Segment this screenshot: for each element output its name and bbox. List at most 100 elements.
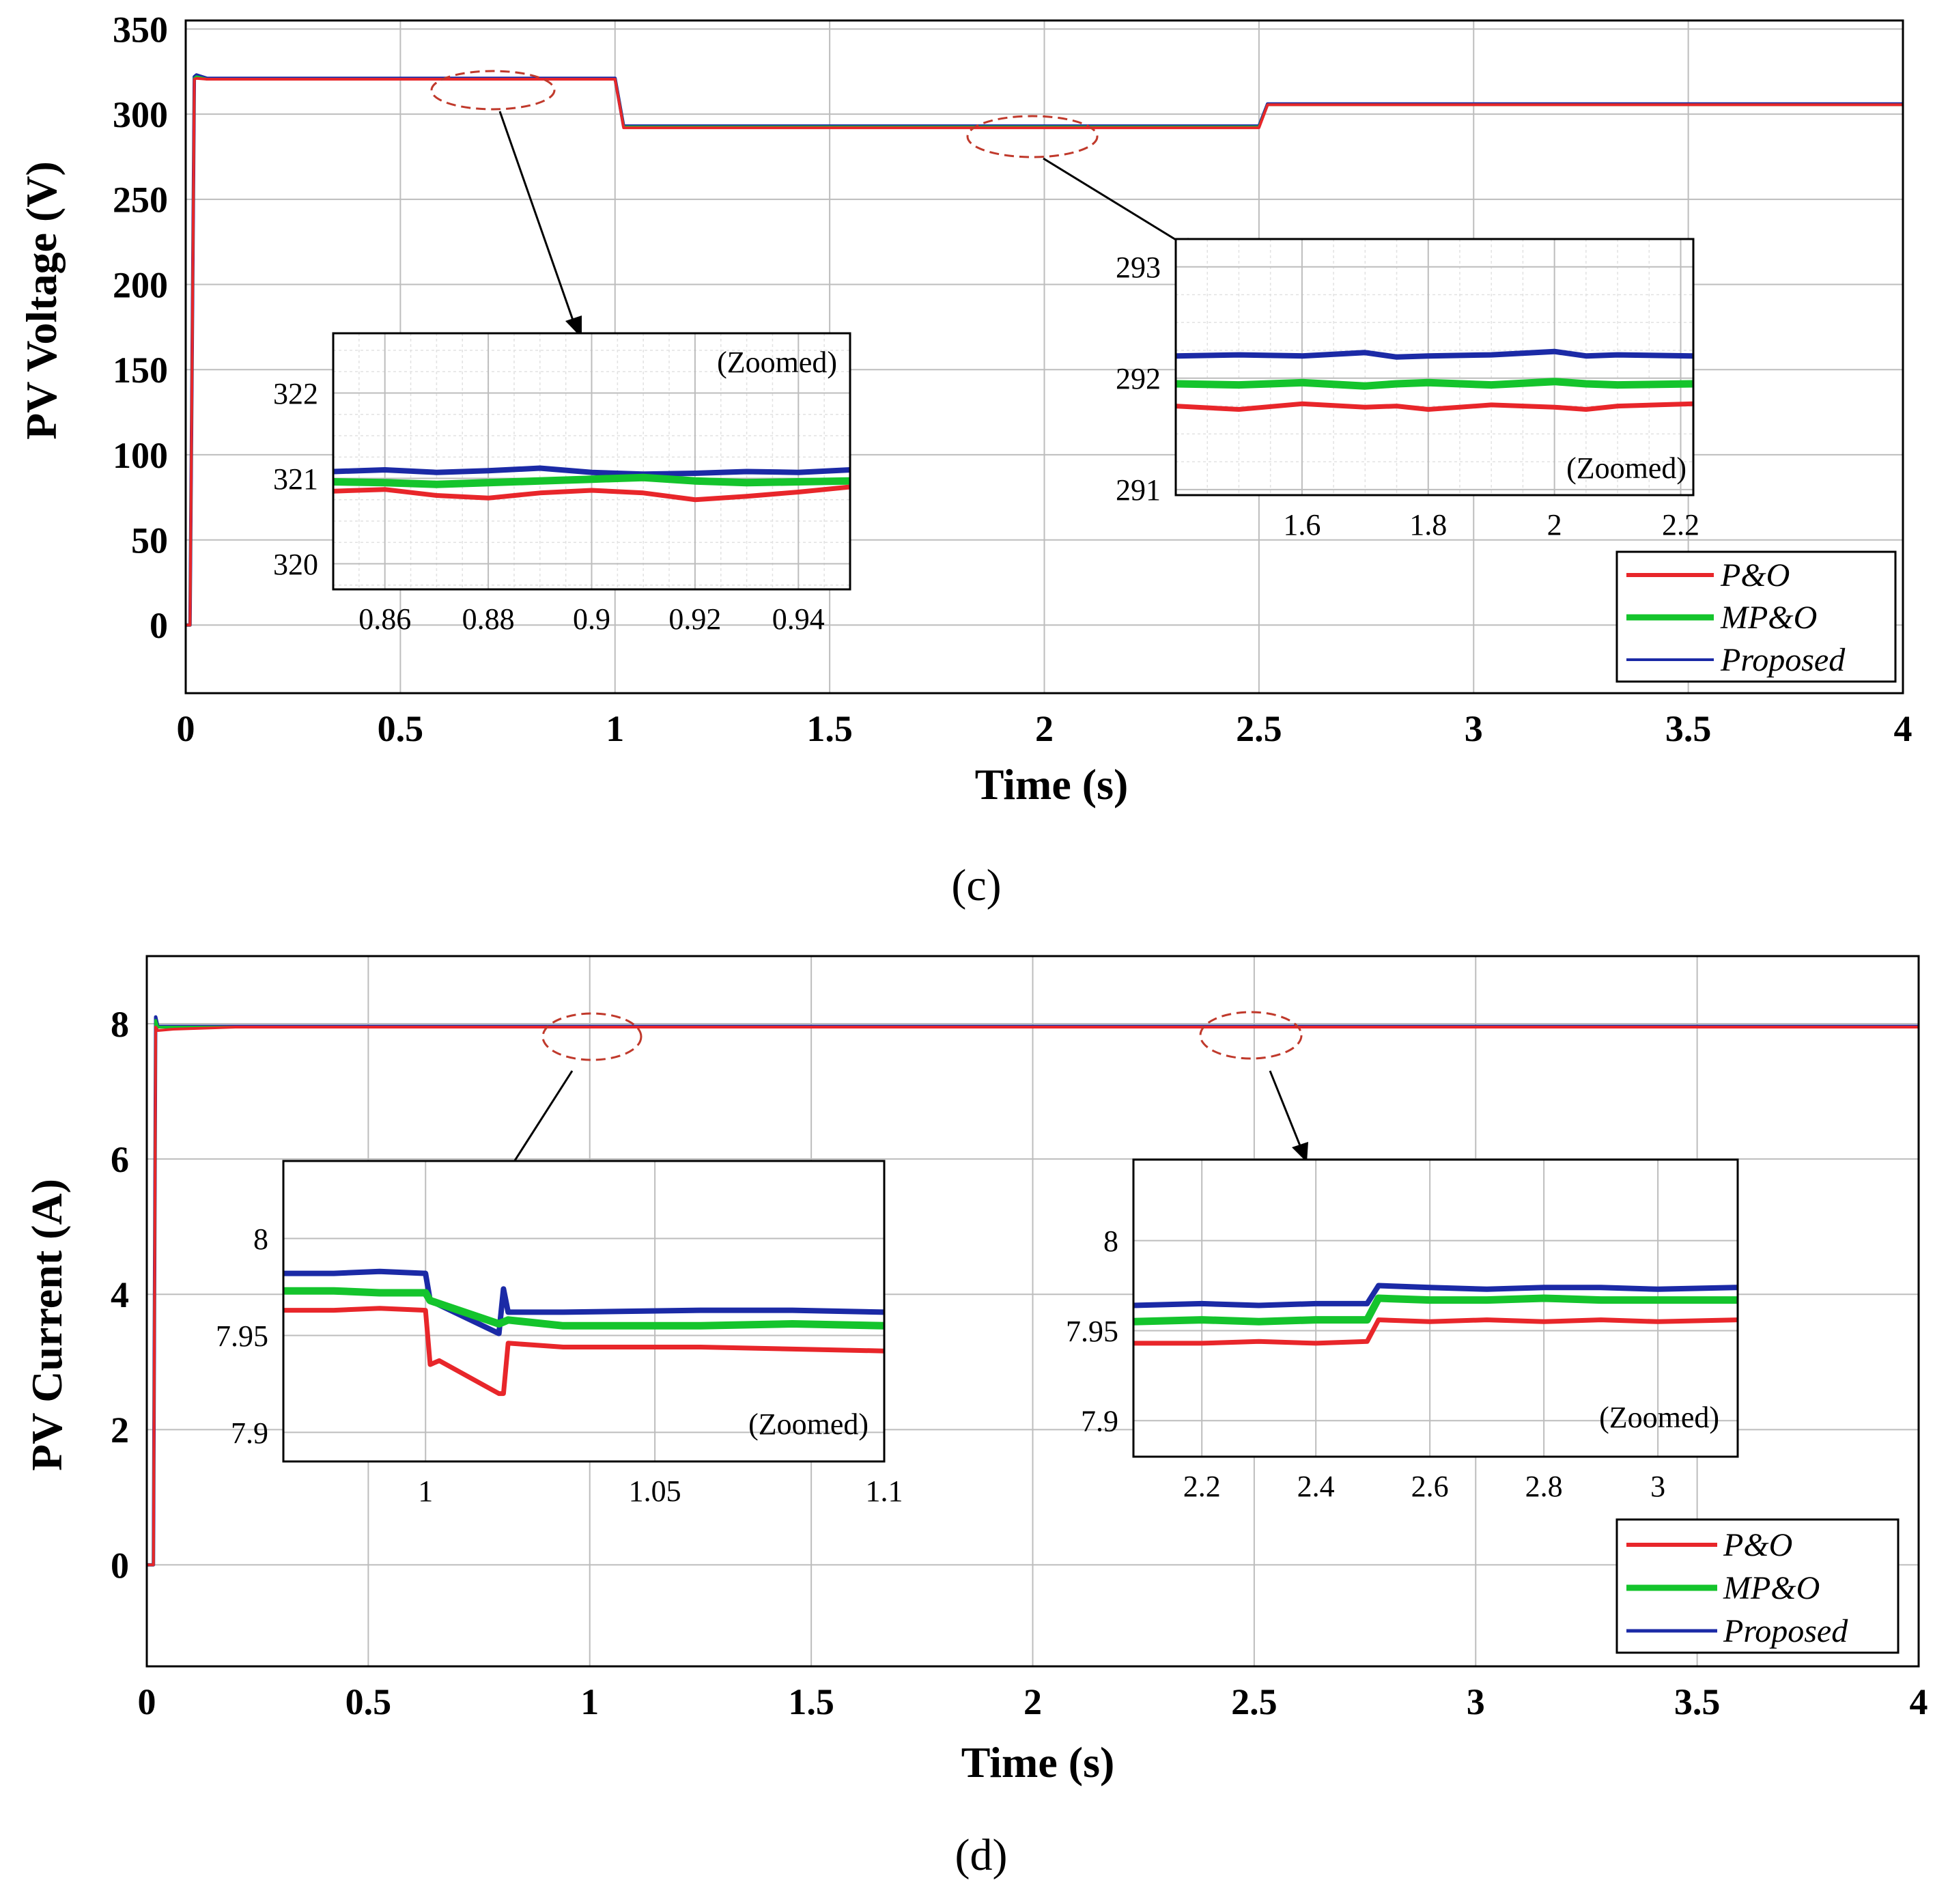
- y-tick-label: 7.9: [1081, 1405, 1118, 1438]
- callout-ellipse: [430, 70, 556, 111]
- chart-pv-current: 0 2 4 6 8 0 0.5 1 1.5 2 2.5 3 3.5 4 Time (s) PV Curr…: [23, 955, 1928, 1787]
- legend-label-proposed: Proposed: [1720, 642, 1846, 678]
- y-tick-label: 7.9: [231, 1416, 268, 1450]
- callout-arrow: [1269, 1070, 1302, 1148]
- series-line-proposed: [283, 1268, 885, 1336]
- x-tick-label: 3: [1467, 1681, 1485, 1722]
- y-tick-labels: 0 2 4 6 8: [111, 1004, 129, 1586]
- y-tick-label: 6: [111, 1139, 129, 1180]
- y-tick-labels: 0 50 100 150 200 250 300 350: [113, 9, 168, 646]
- x-tick-label: 2: [1035, 708, 1054, 749]
- x-tick-label: 2.5: [1236, 708, 1282, 749]
- y-tick-label: 350: [113, 9, 168, 50]
- zoom-annotation: (Zoomed): [1599, 1401, 1719, 1434]
- y-tick-label: 8: [111, 1004, 129, 1045]
- legend-label-mpo: MP&O: [1723, 1570, 1820, 1606]
- x-tick-label: 1.5: [806, 708, 853, 749]
- zoom-inset: 7.9 7.95 8 1 1.05 1.1 (Zoomed): [216, 1160, 903, 1508]
- x-tick-label: 1.05: [629, 1474, 681, 1508]
- y-tick-label: 200: [113, 264, 168, 305]
- inset-frame: [1174, 238, 1695, 496]
- y-tick-label: 250: [113, 180, 168, 221]
- x-tick-label: 2.5: [1231, 1681, 1278, 1722]
- series-line-proposed: [1175, 348, 1694, 360]
- x-tick-label: 1.1: [866, 1474, 903, 1508]
- y-tick-label: 8: [253, 1222, 268, 1256]
- y-tick-label: 321: [273, 462, 318, 496]
- y-axis-label: PV Current (A): [23, 1179, 71, 1471]
- series-line-po: [1133, 1317, 1738, 1346]
- legend: P&O MP&O Proposed: [1615, 1518, 1900, 1654]
- y-tick-label: 293: [1116, 251, 1161, 284]
- callout-ellipse: [541, 1012, 643, 1061]
- x-tick-label: 3: [1465, 708, 1483, 749]
- y-tick-label: 4: [111, 1274, 129, 1315]
- x-tick-label: 2.2: [1662, 508, 1699, 542]
- y-tick-label: 291: [1116, 473, 1161, 507]
- x-tick-label: 2.2: [1183, 1470, 1221, 1503]
- x-tick-label: 2: [1547, 508, 1562, 542]
- x-tick-label: 0: [177, 708, 195, 749]
- inset-frame: [1132, 1158, 1739, 1458]
- x-tick-label: 1.8: [1409, 508, 1447, 542]
- y-tick-label: 320: [273, 548, 318, 581]
- plot-frame: [184, 19, 1904, 695]
- x-tick-labels: 0 0.5 1 1.5 2 2.5 3 3.5 4: [177, 708, 1912, 749]
- x-tick-label: 0.92: [668, 602, 721, 636]
- inset-frame: [282, 1160, 886, 1463]
- series-line-mpo: [283, 1287, 885, 1330]
- series-lines: [186, 73, 1903, 627]
- y-axis-label: PV Voltage (V): [17, 161, 66, 440]
- x-tick-label: 2.6: [1411, 1470, 1449, 1503]
- series-line-mpo: [333, 473, 851, 488]
- x-tick-label: 1.5: [788, 1681, 834, 1722]
- y-tick-label: 322: [273, 377, 318, 410]
- x-tick-label: 2.4: [1297, 1470, 1335, 1503]
- series-line-po: [1175, 401, 1694, 412]
- inset-background: [1176, 239, 1693, 495]
- x-tick-label: 1: [418, 1474, 433, 1508]
- callout-ellipse: [966, 115, 1099, 158]
- x-tick-label: 1: [580, 1681, 599, 1722]
- y-tick-label: 100: [113, 435, 168, 476]
- y-tick-label: 292: [1116, 362, 1161, 395]
- x-tick-label: 0: [138, 1681, 156, 1722]
- x-tick-labels: 0 0.5 1 1.5 2 2.5 3 3.5 4: [138, 1681, 1928, 1722]
- x-tick-label: 2.8: [1525, 1470, 1563, 1503]
- y-tick-label: 7.95: [1066, 1315, 1118, 1348]
- series-line-po: [147, 1026, 1919, 1567]
- legend-label-proposed: Proposed: [1723, 1613, 1848, 1649]
- legend-label-po: P&O: [1723, 1527, 1792, 1563]
- series-line-po: [283, 1306, 885, 1397]
- x-axis-label: Time (s): [975, 760, 1129, 809]
- plot-frame: [145, 955, 1920, 1668]
- callout-ellipse: [1199, 1011, 1303, 1060]
- x-tick-label: 3.5: [1674, 1681, 1721, 1722]
- zoom-inset: 291 292 293 1.6 1.8 2 2.2 (Zoomed): [1116, 238, 1699, 542]
- callout-arrow: [1043, 157, 1189, 249]
- series-line-po: [186, 76, 1903, 627]
- series-line-mpo: [1175, 378, 1694, 390]
- series-line-po: [333, 484, 851, 503]
- legend: P&O MP&O Proposed: [1615, 550, 1897, 683]
- x-tick-label: 3.5: [1665, 708, 1712, 749]
- callout-arrow: [498, 111, 577, 328]
- x-tick-label: 0.94: [772, 602, 825, 636]
- zoom-annotation: (Zoomed): [748, 1408, 869, 1441]
- y-tick-label: 0: [150, 605, 168, 646]
- y-tick-label: 8: [1103, 1224, 1118, 1258]
- arrowhead-icon: [1292, 1142, 1308, 1162]
- x-tick-label: 4: [1910, 1681, 1928, 1722]
- x-tick-label: 0.5: [345, 1681, 392, 1722]
- x-tick-label: 4: [1894, 708, 1912, 749]
- x-axis-label: Time (s): [961, 1738, 1115, 1787]
- legend-label-po: P&O: [1720, 557, 1790, 593]
- caption-c: (c): [951, 860, 1001, 910]
- x-tick-label: 0.5: [378, 708, 424, 749]
- series-line-proposed: [333, 465, 851, 477]
- legend-label-mpo: MP&O: [1720, 600, 1817, 636]
- zoom-inset: 320 321 322 0.86 0.88 0.9 0.92 0.94 (Zoomed): [273, 332, 851, 636]
- inset-frame: [332, 332, 851, 591]
- x-tick-label: 0.86: [358, 602, 411, 636]
